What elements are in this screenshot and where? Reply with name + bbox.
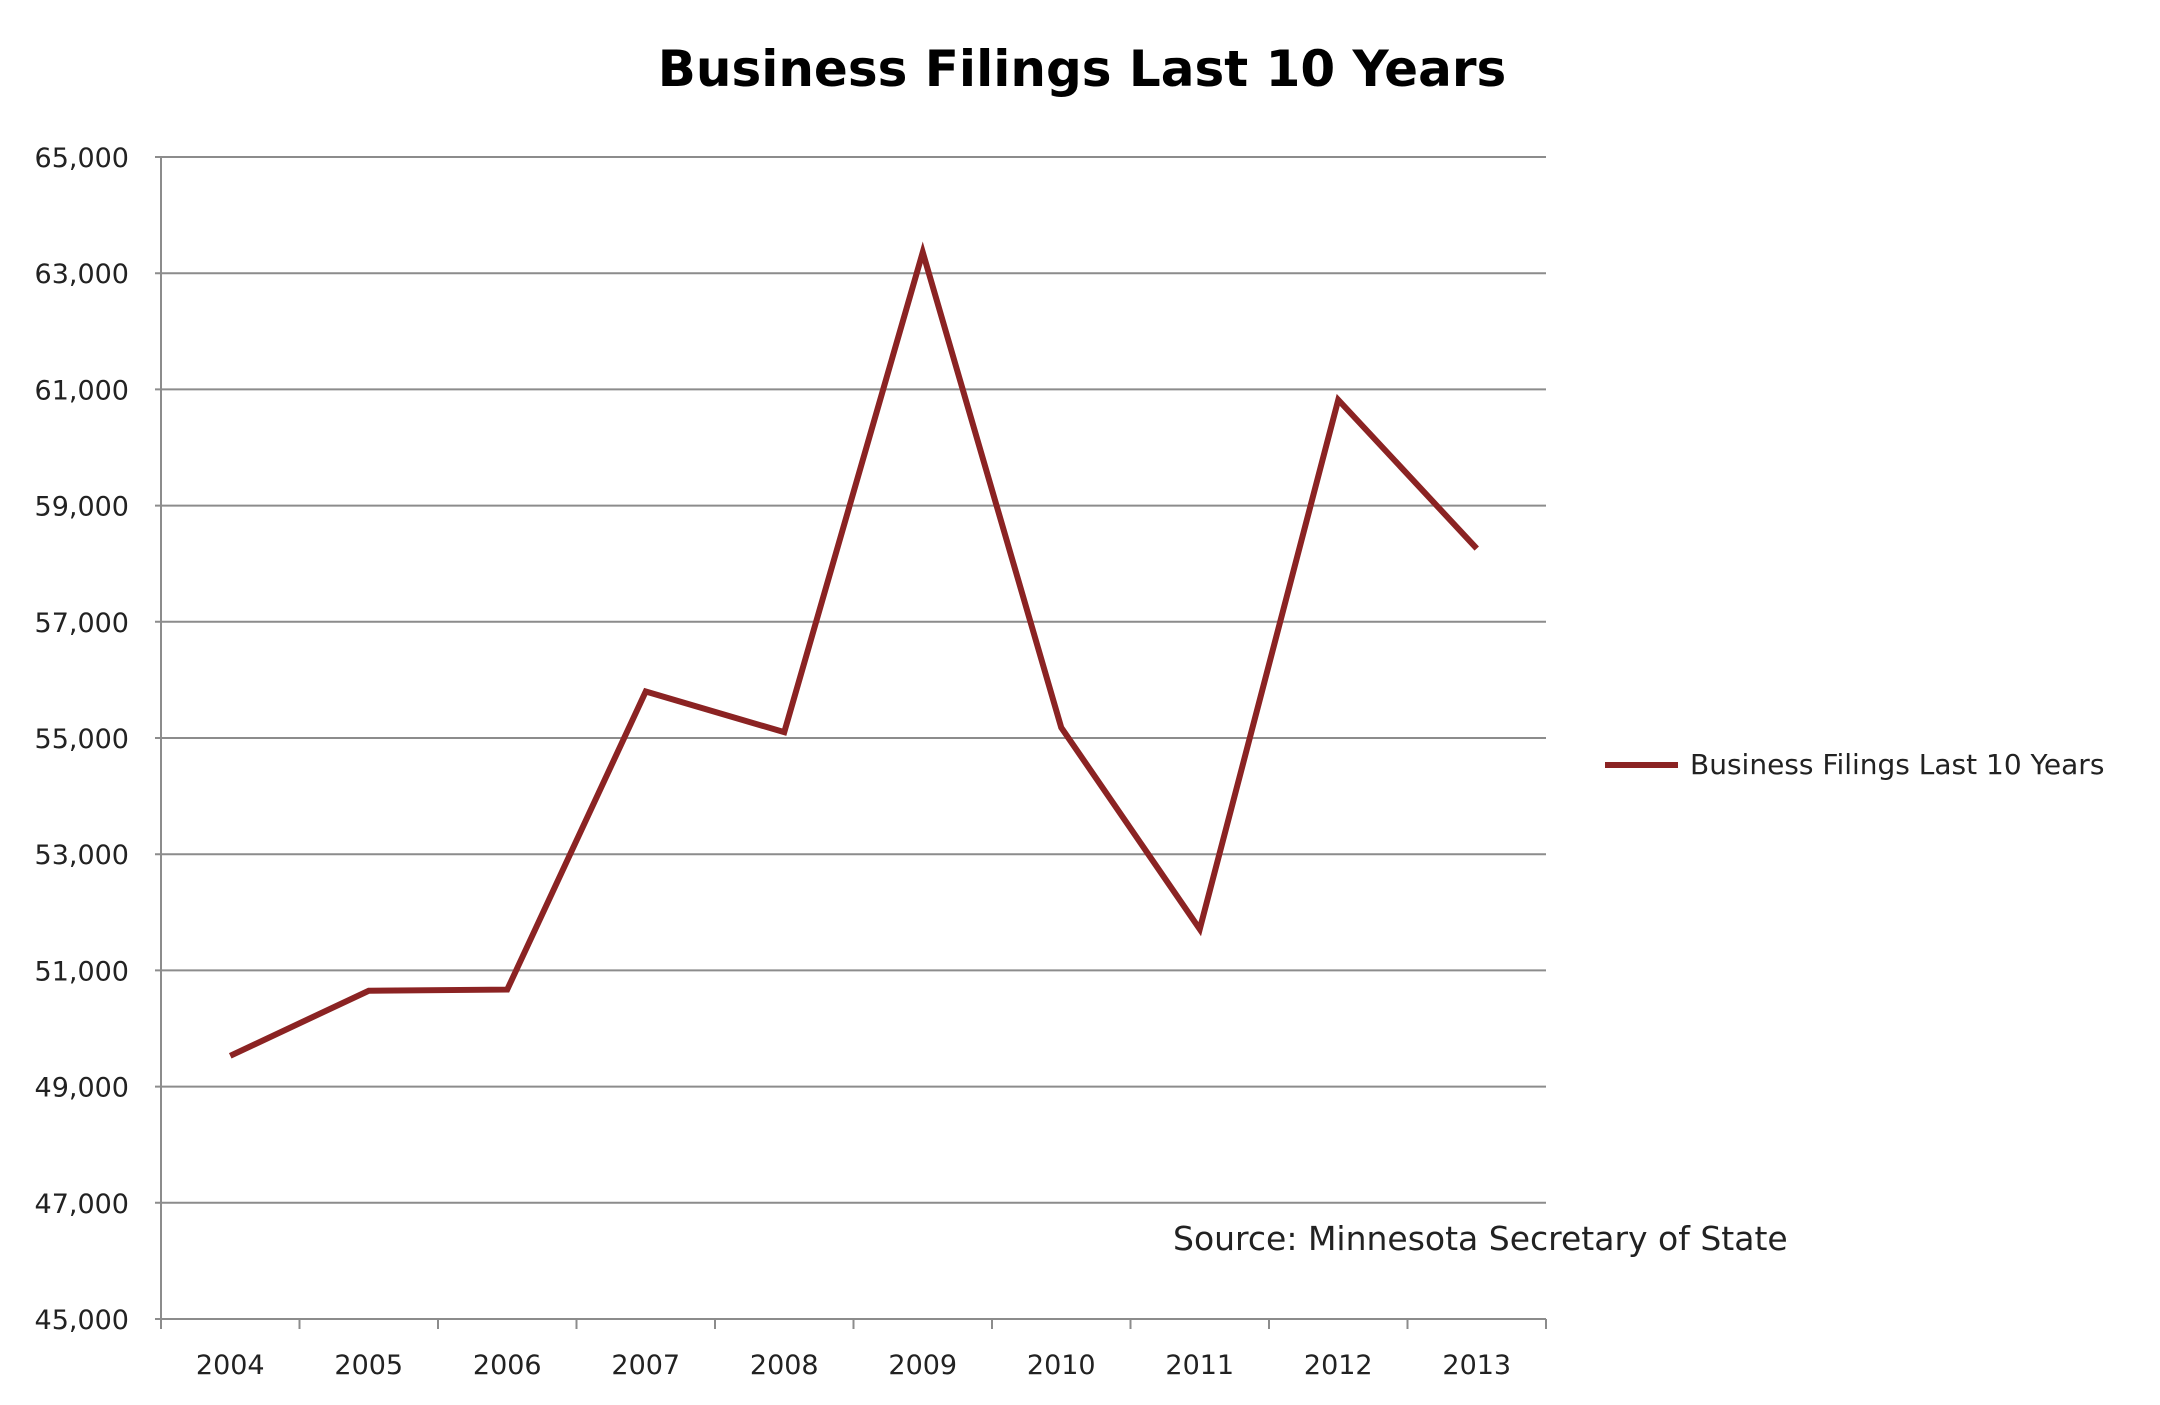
y-tick-label: 65,000 — [35, 143, 129, 174]
y-tick-label: 51,000 — [35, 956, 129, 987]
y-tick-label: 47,000 — [35, 1189, 129, 1220]
y-tick-label: 61,000 — [35, 375, 129, 406]
x-tick-label: 2008 — [750, 1350, 819, 1381]
x-tick-label: 2005 — [334, 1350, 403, 1381]
x-tick-label: 2009 — [888, 1350, 957, 1381]
x-axis-ticks: 2004 2005 2006 2007 2008 2009 2010 2011 2012 2013 — [160, 1319, 1547, 1381]
series-group — [228, 241, 1479, 1059]
y-tick-label: 63,000 — [35, 259, 129, 290]
x-tick-label: 2004 — [196, 1350, 265, 1381]
y-tick-label: 53,000 — [35, 840, 129, 871]
source-annotation: Source: Minnesota Secretary of State — [1173, 1219, 1788, 1258]
y-tick-label: 49,000 — [35, 1073, 129, 1104]
x-tick-label: 2013 — [1442, 1350, 1511, 1381]
chart-title: Business Filings Last 10 Years — [658, 40, 1507, 98]
legend: Business Filings Last 10 Years — [1605, 748, 2104, 781]
x-tick-label: 2007 — [611, 1350, 680, 1381]
y-tick-label: 59,000 — [35, 492, 129, 523]
y-tick-label: 45,000 — [35, 1305, 129, 1336]
series-line — [228, 241, 1479, 1059]
y-tick-label: 55,000 — [35, 724, 129, 755]
legend-label: Business Filings Last 10 Years — [1690, 748, 2104, 781]
x-tick-label: 2012 — [1304, 1350, 1373, 1381]
x-tick-label: 2011 — [1165, 1350, 1234, 1381]
y-axis-ticks: 45,000 47,000 49,000 51,000 53,000 55,000 57,0… — [35, 143, 129, 1336]
x-tick-label: 2010 — [1027, 1350, 1096, 1381]
x-tick-label: 2006 — [473, 1350, 542, 1381]
gridlines — [155, 156, 1546, 1320]
y-tick-label: 57,000 — [35, 608, 129, 639]
